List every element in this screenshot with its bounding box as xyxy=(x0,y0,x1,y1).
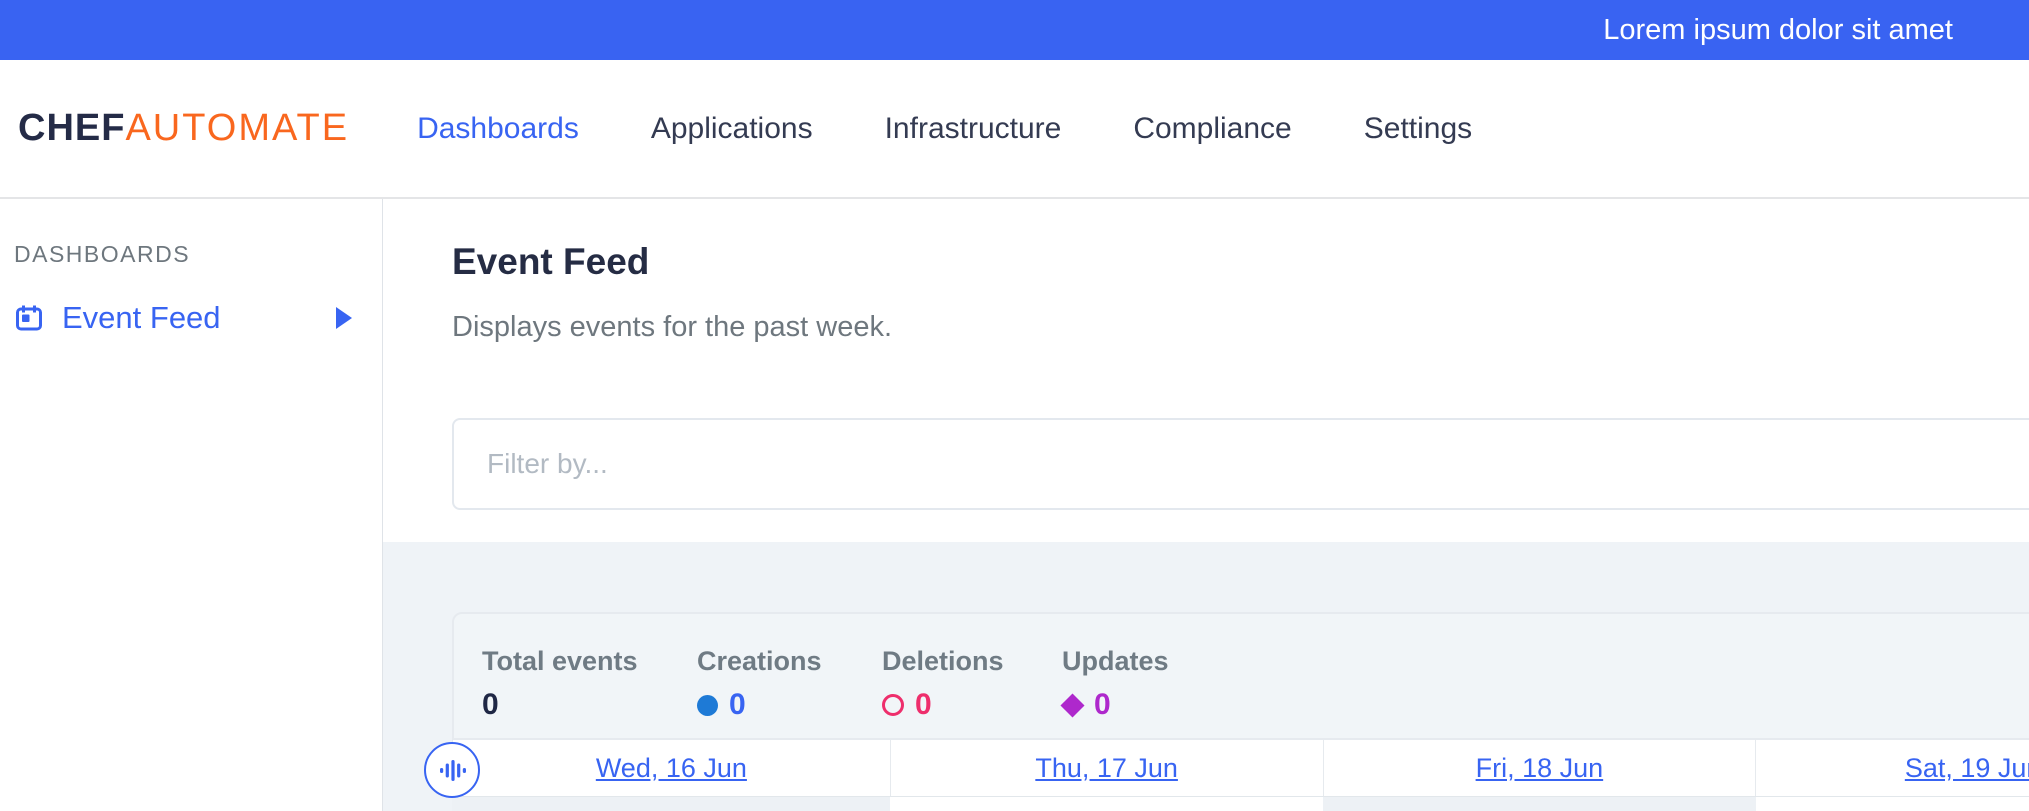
sidebar-item-event-feed[interactable]: Event Feed xyxy=(14,298,382,338)
stat-label: Creations xyxy=(697,646,822,676)
main-content: Event Feed Displays events for the past … xyxy=(383,199,2029,811)
timeline-column-stripes xyxy=(452,797,2029,811)
day-cell: Fri, 18 Jun xyxy=(1324,740,1757,796)
chevron-right-icon[interactable] xyxy=(336,307,352,329)
stat-total-events: Total events 0 xyxy=(482,646,697,738)
stat-updates: Updates 0 xyxy=(1060,646,1169,738)
stat-label: Updates xyxy=(1062,646,1169,676)
page-title: Event Feed xyxy=(452,241,650,282)
day-link-sat-19-jun[interactable]: Sat, 19 Jun xyxy=(1904,752,2029,783)
stat-value: 0 xyxy=(915,688,932,721)
nav-item-compliance[interactable]: Compliance xyxy=(1133,111,1292,145)
chef-automate-logo[interactable]: CHEFAUTOMATE xyxy=(18,107,349,150)
page-subtitle: Displays events for the past week. xyxy=(452,311,893,343)
nav-item-dashboards[interactable]: Dashboards xyxy=(417,111,579,145)
nav-item-applications[interactable]: Applications xyxy=(650,111,813,145)
calendar-icon xyxy=(14,303,44,333)
stat-label: Total events xyxy=(482,646,638,676)
stat-label: Deletions xyxy=(882,646,1004,676)
updates-diamond-icon xyxy=(1060,692,1085,718)
event-guitar-strings-button[interactable] xyxy=(424,742,480,798)
day-cell: Thu, 17 Jun xyxy=(891,740,1324,796)
event-feed-panel: Total events 0 Creations 0 Deletions xyxy=(383,542,2029,811)
deletions-ring-icon xyxy=(882,694,904,716)
day-cell: Wed, 16 Jun xyxy=(453,740,891,796)
filter-input[interactable] xyxy=(452,418,2029,510)
nav-item-infrastructure[interactable]: Infrastructure xyxy=(884,111,1062,145)
day-link-thu-17-jun[interactable]: Thu, 17 Jun xyxy=(1035,752,1178,783)
waveform-icon xyxy=(439,757,466,784)
day-column-stripe xyxy=(1323,797,1756,811)
day-column-stripe xyxy=(890,797,1323,811)
app-header: CHEFAUTOMATE Dashboards Applications Inf… xyxy=(0,60,2029,199)
day-column-stripe xyxy=(452,797,890,811)
sidebar-section-title: DASHBOARDS xyxy=(14,241,191,267)
event-counts-card: Total events 0 Creations 0 Deletions xyxy=(452,612,2029,740)
stat-creations: Creations 0 xyxy=(697,646,882,738)
banner-message: Lorem ipsum dolor sit amet xyxy=(1603,13,1953,46)
timeline-day-header-row: Wed, 16 Jun Thu, 17 Jun Fri, 18 Jun Sat,… xyxy=(452,740,2029,797)
stat-value: 0 xyxy=(1094,688,1111,721)
nav-item-settings[interactable]: Settings xyxy=(1363,111,1473,145)
main-nav: Dashboards Applications Infrastructure C… xyxy=(417,112,1472,146)
day-link-fri-18-jun[interactable]: Fri, 18 Jun xyxy=(1475,752,1604,783)
stat-value: 0 xyxy=(482,688,499,721)
day-link-wed-16-jun[interactable]: Wed, 16 Jun xyxy=(595,752,747,783)
sidebar-item-label: Event Feed xyxy=(62,300,221,335)
top-banner: Lorem ipsum dolor sit amet xyxy=(0,0,2029,60)
logo-brand-text: CHEF xyxy=(18,107,126,149)
day-column-stripe xyxy=(1756,797,2029,811)
creations-circle-icon xyxy=(697,694,718,716)
sidebar: DASHBOARDS Event Feed xyxy=(0,199,383,811)
logo-product-text: AUTOMATE xyxy=(125,107,350,149)
stat-value: 0 xyxy=(729,688,746,721)
day-cell: Sat, 19 Jun xyxy=(1756,740,2029,796)
stat-deletions: Deletions 0 xyxy=(882,646,1062,738)
